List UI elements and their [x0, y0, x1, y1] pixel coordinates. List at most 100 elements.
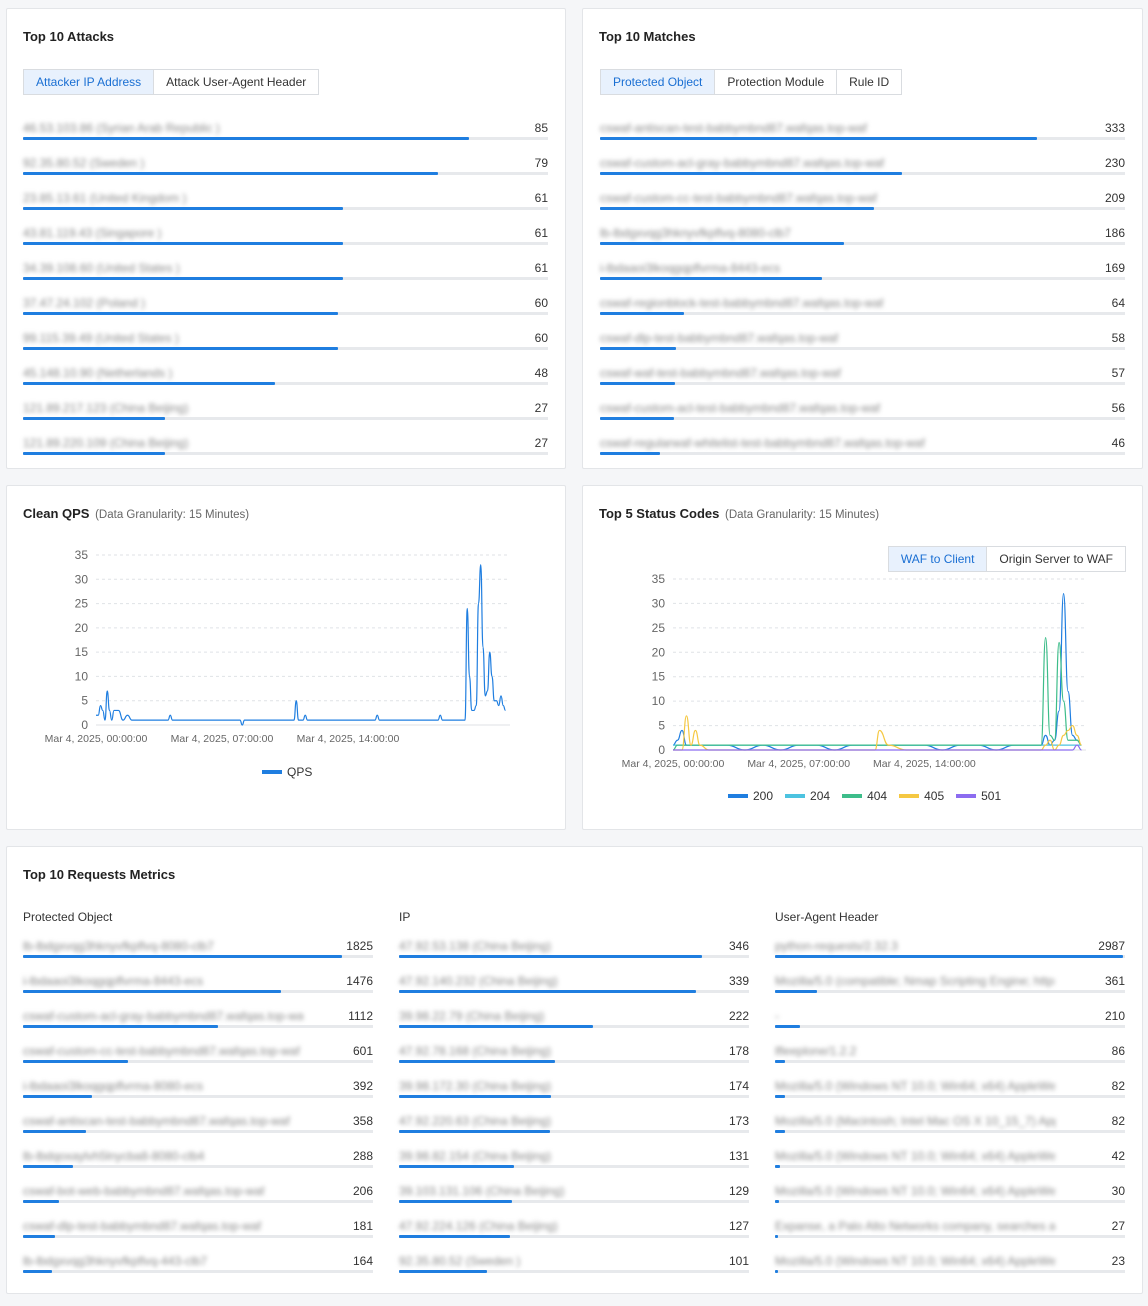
match-row: cswaf-regularwaf-whitelist-test-babbymbn… — [600, 430, 1125, 465]
request-ua-label: - — [775, 1009, 779, 1023]
y-tick-label: 30 — [652, 596, 666, 610]
attack-bar — [23, 452, 165, 455]
request-object-label: cswaf-custom-acl-gray-babbymbnd87.wafqas… — [23, 1009, 303, 1023]
attack-row: 45.148.10.90 (Netherlands ) 48 — [23, 360, 548, 395]
series-line-501 — [673, 744, 1082, 751]
y-tick-label: 20 — [652, 645, 666, 659]
tab-protected-object[interactable]: Protected Object — [601, 70, 716, 94]
status-codes-legend: 200 204 404 405 501 — [728, 789, 1001, 803]
requests-user-agent-list: python-requests/2.32.3 2987 Mozilla/5.0 (c… — [775, 933, 1125, 1283]
tab-attacker-ip[interactable]: Attacker IP Address — [24, 70, 155, 94]
request-ua-row: lfleeplone/1.2.2 86 — [775, 1038, 1125, 1073]
request-ua-row: Mozilla/5.0 (Windows NT 10.0; Win64; x64… — [775, 1248, 1125, 1283]
legend-item-405[interactable]: 405 — [899, 789, 944, 803]
legend-swatch-405 — [899, 794, 920, 798]
request-object-value: 181 — [352, 1219, 373, 1233]
clean-qps-title-text: Clean QPS — [23, 506, 90, 521]
tab-origin-server-to-waf[interactable]: Origin Server to WAF — [987, 547, 1125, 571]
attack-label: 43.81.119.43 (Singapore ) — [23, 226, 162, 240]
match-value: 64 — [1111, 296, 1125, 310]
attack-value: 61 — [534, 261, 548, 275]
requests-metrics-title: Top 10 Requests Metrics — [23, 867, 176, 882]
x-tick-label: Mar 4, 2025, 14:00:00 — [873, 758, 976, 770]
request-ip-bar — [399, 1130, 551, 1133]
legend-item-200[interactable]: 200 — [728, 789, 773, 803]
request-ip-value: 129 — [728, 1184, 749, 1198]
request-object-track — [23, 1025, 373, 1028]
request-ua-row: Mozilla/5.0 (Windows NT 10.0; Win64; x64… — [775, 1143, 1125, 1178]
y-tick-label: 10 — [75, 669, 89, 683]
request-ip-value: 101 — [728, 1254, 749, 1268]
attack-track — [23, 207, 548, 210]
legend-label-405: 405 — [924, 789, 945, 803]
match-track — [600, 137, 1125, 140]
x-tick-label: Mar 4, 2025, 00:00:00 — [622, 758, 725, 770]
y-tick-label: 30 — [75, 572, 89, 586]
tab-protection-module[interactable]: Protection Module — [715, 70, 838, 94]
attack-row: 43.81.119.43 (Singapore ) 61 — [23, 220, 548, 255]
request-object-label: i-lbdaaoi3lkoqgqpflvrma-8080-ecs — [23, 1079, 204, 1093]
status-codes-title: Top 5 Status Codes (Data Granularity: 15… — [599, 506, 879, 521]
request-ua-track — [775, 990, 1125, 993]
match-value: 169 — [1104, 261, 1125, 275]
request-ip-track — [399, 1270, 749, 1273]
legend-swatch-200 — [728, 794, 748, 798]
request-object-bar — [23, 1235, 55, 1238]
attack-value: 61 — [534, 226, 548, 240]
match-track — [600, 417, 1125, 420]
request-ua-value: 2987 — [1098, 939, 1125, 953]
requests-col-protected-object-header: Protected Object — [23, 910, 113, 924]
request-ip-bar — [399, 1235, 511, 1238]
legend-item-204[interactable]: 204 — [785, 789, 830, 803]
attack-bar — [23, 137, 470, 140]
request-object-label: cswaf-dlp-test-babbymbnd87.wafqas.top-wa… — [23, 1219, 262, 1233]
legend-item-404[interactable]: 404 — [842, 789, 887, 803]
tab-attack-user-agent[interactable]: Attack User-Agent Header — [154, 70, 319, 94]
request-ip-label: 47.92.220.63 (China Beijing) — [399, 1114, 552, 1128]
legend-swatch-404 — [842, 794, 863, 798]
requests-col-ip-header: IP — [399, 910, 411, 924]
attack-bar — [23, 417, 165, 420]
request-ip-bar — [399, 1025, 594, 1028]
request-ua-label: Mozilla/5.0 (Macintosh; Intel Mac OS X 1… — [775, 1114, 1055, 1128]
request-ua-label: Mozilla/5.0 (Windows NT 10.0; Win64; x64… — [775, 1254, 1055, 1268]
request-object-row: i-lbdaaoi3lkoqgqpflvrma-8080-ecs 392 — [23, 1073, 373, 1108]
attack-row: 34.39.108.60 (United States ) 61 — [23, 255, 548, 290]
legend-item-501[interactable]: 501 — [956, 789, 1001, 803]
request-object-row: lb-lbdgxvqg3hknyvfkpflvq-443-clb7 164 — [23, 1248, 373, 1283]
match-label: cswaf-custom-cc-test-babbymbnd87.wafqas.… — [600, 191, 877, 205]
request-ip-value: 174 — [728, 1079, 749, 1093]
attack-label: 99.115.39.49 (United States ) — [23, 331, 179, 345]
attack-row: 23.85.13.61 (United Kingdom ) 61 — [23, 185, 548, 220]
requests-col-user-agent-header: User-Agent Header — [775, 910, 879, 924]
legend-item-qps[interactable]: QPS — [262, 765, 312, 779]
attacks-list: 46.53.103.86 (Syrian Arab Republic ) 85 92… — [23, 115, 548, 465]
request-ip-bar — [399, 1165, 514, 1168]
attack-value: 27 — [534, 436, 548, 450]
attack-row: 121.89.220.109 (China Beijing) 27 — [23, 430, 548, 465]
matches-list: cswaf-antiscan-test-babbymbnd87.wafqas.t… — [600, 115, 1125, 465]
request-ua-label: Mozilla/5.0 (Windows NT 10.0; Win64; x64… — [775, 1149, 1055, 1163]
request-object-track — [23, 1060, 373, 1063]
request-ip-row: 47.92.140.232 (China Beijing) 339 — [399, 968, 749, 1003]
attack-bar — [23, 347, 338, 350]
match-value: 230 — [1104, 156, 1125, 170]
request-ip-track — [399, 1060, 749, 1063]
attack-track — [23, 172, 548, 175]
request-object-value: 601 — [352, 1044, 373, 1058]
tab-rule-id[interactable]: Rule ID — [837, 70, 902, 94]
request-ua-bar — [775, 1200, 779, 1203]
match-bar — [600, 312, 684, 315]
request-object-row: cswaf-custom-cc-test-babbymbnd87.wafqas.… — [23, 1038, 373, 1073]
request-ua-row: Expanse, a Palo Alto Networks company, s… — [775, 1213, 1125, 1248]
request-ip-row: 39.98.22.79 (China Beijing) 222 — [399, 1003, 749, 1038]
request-ip-bar — [399, 1060, 555, 1063]
request-ip-bar — [399, 955, 702, 958]
y-tick-label: 10 — [652, 694, 666, 708]
request-object-row: cswaf-dlp-test-babbymbnd87.wafqas.top-wa… — [23, 1213, 373, 1248]
attack-track — [23, 417, 548, 420]
tab-waf-to-client[interactable]: WAF to Client — [888, 547, 988, 571]
match-bar — [600, 137, 1038, 140]
request-ua-track — [775, 1095, 1125, 1098]
attack-label: 46.53.103.86 (Syrian Arab Republic ) — [23, 121, 220, 135]
